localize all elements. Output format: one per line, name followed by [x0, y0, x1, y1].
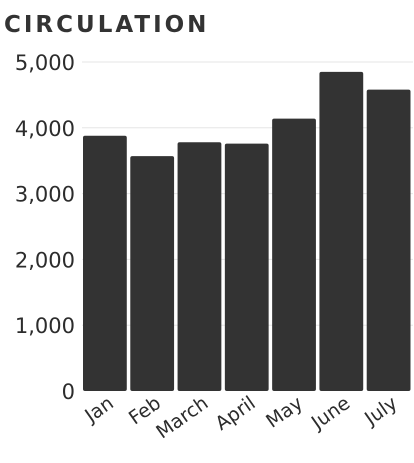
x-tick-label: March [152, 392, 212, 443]
y-tick-label: 4,000 [15, 117, 75, 141]
x-tick-label: Jan [80, 392, 117, 427]
bar-july [366, 89, 411, 392]
y-tick-label: 1,000 [15, 314, 75, 338]
x-tick-label: May [262, 392, 307, 433]
bar-feb [130, 156, 175, 391]
bars [83, 71, 411, 392]
y-tick-label: 2,000 [15, 248, 75, 272]
x-tick-label: July [360, 392, 401, 430]
x-tick-label: April [211, 392, 259, 435]
y-tick-label: 0 [62, 380, 75, 404]
y-tick-label: 5,000 [15, 51, 75, 75]
y-tick-label: 3,000 [15, 183, 75, 207]
x-tick-label: June [307, 392, 354, 434]
bar-jan [83, 135, 127, 391]
bar-march [177, 142, 222, 391]
bar-may [272, 118, 316, 391]
bar-june [319, 71, 364, 392]
bar-april [224, 143, 269, 391]
y-axis: 0 1,000 2,000 3,000 4,000 5,000 [15, 51, 75, 404]
chart-title: CIRCULATION [4, 12, 209, 38]
